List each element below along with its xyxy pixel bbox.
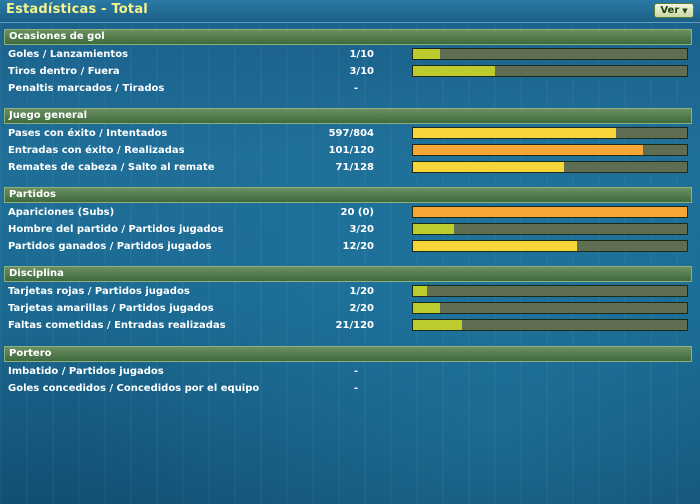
stat-bar: [412, 240, 688, 252]
stat-bar-fill: [413, 303, 441, 313]
stat-bar: [412, 319, 688, 331]
page-title: Estadísticas - Total: [6, 2, 148, 17]
stat-value: 1/20: [349, 286, 374, 297]
stat-value: 12/20: [342, 241, 374, 252]
section-header-2: Partidos: [4, 187, 692, 203]
stat-bar-fill: [413, 128, 616, 138]
stat-row: Partidos ganados / Partidos jugados 12/20: [4, 238, 692, 255]
stat-bar: [412, 285, 688, 297]
stat-label: Entradas con éxito / Realizadas: [8, 145, 185, 156]
stat-bar-fill: [413, 49, 441, 59]
stat-value: 20 (0): [340, 207, 375, 218]
section-title: Ocasiones de gol: [9, 31, 105, 42]
stat-bar-fill: [413, 286, 427, 296]
stat-label: Partidos ganados / Partidos jugados: [8, 241, 212, 252]
stat-bar-fill: [413, 320, 463, 330]
stat-value: 1/10: [349, 49, 374, 60]
stat-row: Tiros dentro / Fuera 3/10: [4, 63, 692, 80]
stat-value: 21/120: [335, 320, 374, 331]
stat-row: Faltas cometidas / Entradas realizadas 21…: [4, 317, 692, 334]
stat-row: Goles / Lanzamientos 1/10: [4, 46, 692, 63]
stat-label: Hombre del partido / Partidos jugados: [8, 224, 224, 235]
stat-bar-fill: [413, 145, 644, 155]
stat-value: -: [354, 366, 359, 377]
stat-row: Remates de cabeza / Salto al remate 71/12…: [4, 159, 692, 176]
stat-value: 3/10: [349, 66, 374, 77]
section-header-4: Portero: [4, 346, 692, 362]
stat-bar: [412, 206, 688, 218]
stat-value: 597/804: [328, 128, 374, 139]
stat-row: Pases con éxito / Intentados 597/804: [4, 125, 692, 142]
stat-value: 2/20: [349, 303, 374, 314]
stat-row: Imbatido / Partidos jugados -: [4, 363, 692, 380]
stat-value: -: [354, 83, 359, 94]
stat-bar: [412, 161, 688, 173]
stat-label: Goles concedidos / Concedidos por el equ…: [8, 383, 260, 394]
stat-row: Tarjetas rojas / Partidos jugados 1/20: [4, 283, 692, 300]
stat-value: 3/20: [349, 224, 374, 235]
chevron-down-icon: ▼: [682, 6, 688, 15]
stat-label: Remates de cabeza / Salto al remate: [8, 162, 215, 173]
stat-label: Tarjetas rojas / Partidos jugados: [8, 286, 190, 297]
stat-row: Hombre del partido / Partidos jugados 3/2…: [4, 221, 692, 238]
stat-bar-fill: [413, 241, 578, 251]
stat-value: -: [354, 383, 359, 394]
stat-row: Entradas con éxito / Realizadas 101/120: [4, 142, 692, 159]
stat-bar: [412, 223, 688, 235]
stat-bar-fill: [413, 207, 687, 217]
section-title: Portero: [9, 348, 52, 359]
section-header-3: Disciplina: [4, 266, 692, 282]
section-title: Partidos: [9, 189, 56, 200]
stat-value: 101/120: [328, 145, 374, 156]
ver-dropdown-button[interactable]: Ver ▼: [654, 3, 694, 18]
stat-row: Tarjetas amarillas / Partidos jugados 2/2…: [4, 300, 692, 317]
stat-bar: [412, 65, 688, 77]
section-title: Juego general: [9, 110, 88, 121]
stat-value: 71/128: [335, 162, 374, 173]
stat-bar: [412, 144, 688, 156]
stat-bar-fill: [413, 162, 564, 172]
stat-label: Goles / Lanzamientos: [8, 49, 129, 60]
stat-label: Imbatido / Partidos jugados: [8, 366, 164, 377]
stat-bar-fill: [413, 66, 496, 76]
stat-label: Tiros dentro / Fuera: [8, 66, 120, 77]
stat-label: Tarjetas amarillas / Partidos jugados: [8, 303, 214, 314]
section-title: Disciplina: [9, 268, 64, 279]
stat-bar: [412, 48, 688, 60]
section-header-1: Juego general: [4, 108, 692, 124]
stat-bar: [412, 127, 688, 139]
stat-label: Pases con éxito / Intentados: [8, 128, 168, 139]
stat-row: Goles concedidos / Concedidos por el equ…: [4, 380, 692, 397]
title-bar: Estadísticas - Total Ver ▼: [0, 0, 700, 23]
section-header-0: Ocasiones de gol: [4, 29, 692, 45]
stat-label: Apariciones (Subs): [8, 207, 115, 218]
stat-bar: [412, 302, 688, 314]
ver-button-label: Ver: [660, 5, 680, 16]
stat-row: Apariciones (Subs) 20 (0): [4, 204, 692, 221]
stat-label: Penaltis marcados / Tirados: [8, 83, 165, 94]
stat-row: Penaltis marcados / Tirados -: [4, 80, 692, 97]
stat-label: Faltas cometidas / Entradas realizadas: [8, 320, 226, 331]
stat-bar-fill: [413, 224, 455, 234]
